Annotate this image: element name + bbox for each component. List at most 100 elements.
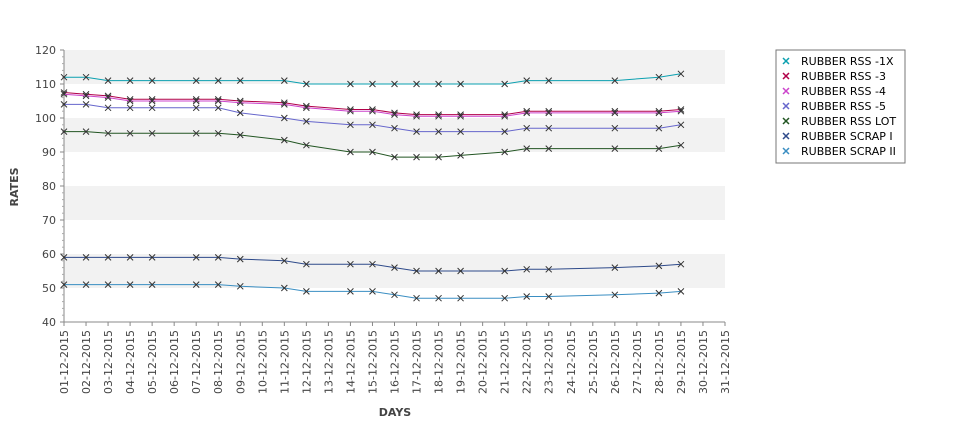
data-point [303, 260, 310, 268]
data-point [236, 77, 244, 84]
grid-band [64, 50, 725, 84]
data-point [347, 121, 354, 129]
data-point [501, 267, 509, 275]
point-marker [545, 145, 553, 152]
x-tick-label: 20-12-2015 [477, 330, 490, 394]
point-marker [214, 129, 222, 137]
data-point [457, 112, 464, 120]
point-marker [655, 289, 663, 297]
point-marker [303, 104, 310, 112]
point-marker [192, 104, 200, 112]
data-point [457, 80, 464, 88]
data-point [236, 255, 244, 263]
grid-band [64, 186, 725, 220]
data-point [611, 264, 619, 271]
data-point [82, 254, 90, 261]
data-point [347, 260, 354, 268]
point-marker [148, 129, 156, 137]
data-point [148, 129, 156, 137]
legend-item: RUBBER RSS LOT [782, 115, 896, 128]
point-marker [611, 145, 619, 152]
series [60, 70, 685, 88]
point-marker [391, 109, 398, 117]
point-marker [192, 281, 200, 288]
point-marker [104, 104, 112, 112]
data-point [391, 291, 398, 299]
point-marker [148, 97, 156, 105]
data-point [435, 294, 442, 302]
point-marker [236, 282, 244, 290]
point-marker [236, 131, 244, 139]
data-point [60, 254, 68, 261]
point-marker [148, 281, 156, 288]
data-point [501, 148, 509, 156]
point-marker [236, 255, 244, 263]
point-marker [126, 97, 134, 105]
series [60, 254, 685, 275]
data-point [435, 112, 442, 120]
point-marker [435, 153, 442, 161]
data-point [523, 124, 531, 132]
point-marker [655, 262, 663, 270]
point-marker [413, 112, 420, 120]
data-point [413, 80, 420, 88]
point-marker [60, 128, 68, 135]
point-marker [501, 267, 509, 275]
x-tick-label: 27-12-2015 [631, 330, 644, 394]
point-marker [545, 109, 553, 117]
grid-band [64, 220, 725, 254]
data-point [369, 107, 376, 115]
data-point [60, 90, 68, 98]
data-point [280, 257, 288, 265]
y-tick-label: 80 [42, 180, 56, 193]
data-point [60, 73, 68, 81]
x-tick-label: 06-12-2015 [168, 330, 181, 394]
x-tick-label: 31-12-2015 [719, 330, 732, 394]
point-marker [413, 128, 420, 135]
point-marker [192, 129, 200, 137]
point-marker [435, 294, 442, 302]
point-marker [148, 77, 156, 84]
data-point [457, 152, 464, 159]
point-marker [457, 294, 464, 302]
data-point [391, 264, 398, 271]
point-marker [545, 265, 553, 273]
point-marker [369, 288, 376, 295]
data-point [303, 141, 310, 149]
x-tick-label: 04-12-2015 [124, 330, 137, 394]
data-point [60, 128, 68, 135]
point-marker [523, 124, 531, 132]
series [60, 101, 685, 135]
point-marker [677, 288, 685, 295]
x-axis-title: DAYS [379, 406, 412, 419]
point-marker [369, 107, 376, 115]
point-marker [303, 260, 310, 268]
legend-label: RUBBER SCRAP I [801, 130, 893, 143]
data-point [611, 145, 619, 152]
data-point [435, 267, 442, 275]
point-marker [148, 254, 156, 261]
data-point [523, 293, 531, 300]
x-tick-label: 18-12-2015 [433, 330, 446, 394]
point-marker [280, 101, 288, 108]
point-marker [457, 128, 464, 135]
data-point [655, 262, 663, 270]
legend-marker [782, 147, 790, 155]
data-point [214, 281, 222, 288]
point-marker [611, 291, 619, 299]
point-marker [126, 95, 134, 103]
data-point [104, 94, 112, 101]
data-point [523, 265, 531, 273]
data-point [391, 153, 398, 161]
legend-marker [782, 72, 790, 80]
legend-label: RUBBER RSS -1X [801, 55, 894, 68]
data-point [236, 282, 244, 290]
data-point [545, 145, 553, 152]
data-point [413, 128, 420, 135]
point-marker [60, 73, 68, 81]
y-tick-label: 90 [42, 146, 56, 159]
point-marker [303, 80, 310, 88]
point-marker [391, 153, 398, 161]
legend-label: RUBBER RSS -4 [801, 85, 886, 98]
legend-item: RUBBER RSS -4 [782, 85, 886, 98]
